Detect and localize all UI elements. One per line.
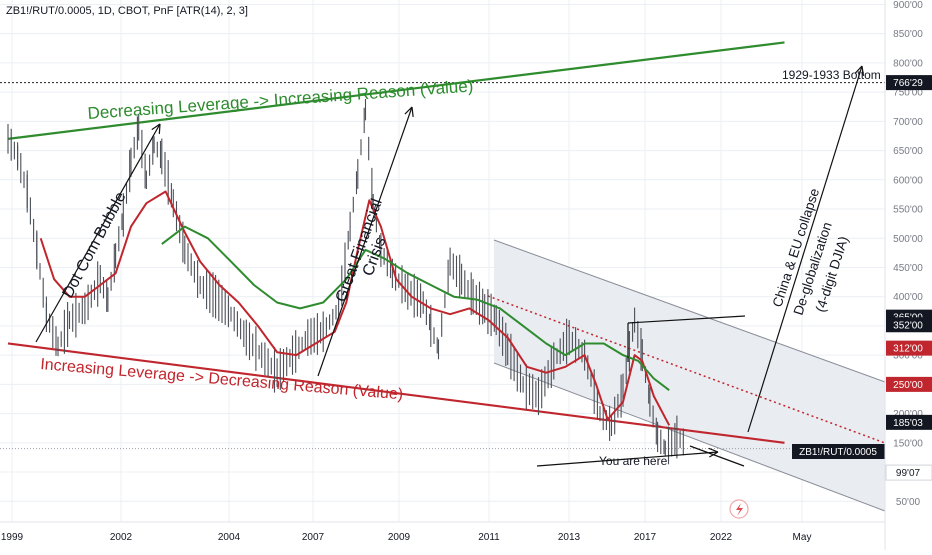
price-label-box (886, 340, 932, 356)
x-tick-label: 2002 (110, 532, 133, 543)
y-tick-label: 200'00 (893, 409, 923, 420)
x-tick-label: 2017 (634, 532, 657, 543)
y-tick-label: 150'00 (893, 438, 923, 449)
y-tick-label: 650'00 (893, 146, 923, 157)
y-tick-label: 600'00 (893, 175, 923, 186)
y-tick-label: 50'00 (896, 497, 921, 508)
y-tick-label: 400'00 (893, 292, 923, 303)
y-tick-label: 900'00 (893, 0, 923, 11)
high-line (627, 315, 746, 324)
price-label-box (886, 414, 932, 430)
price-label-box (886, 317, 932, 333)
gfc-arrow-line (317, 106, 413, 377)
x-tick-label: 2004 (218, 532, 241, 543)
x-tick-label: May (793, 532, 812, 543)
y-tick-label: 300'00 (893, 351, 923, 362)
symbol-tag: ZB1!/RUT/0.0005 (799, 447, 877, 458)
x-tick-label: 2011 (478, 532, 500, 543)
red-trendline (7, 342, 785, 444)
bottom-1929-label: 1929-1933 Bottom (782, 68, 881, 82)
x-tick-label: 2013 (558, 532, 581, 543)
y-tick-label: 750'00 (893, 88, 923, 99)
y-tick-label: 700'00 (893, 117, 923, 128)
dotcom-arrow-line (35, 123, 161, 343)
lightning-icon-glyph (736, 503, 743, 516)
channel-lower-line (493, 362, 886, 512)
x-tick-label: 2022 (710, 532, 733, 543)
x-tick-label: 2009 (388, 532, 411, 543)
x-tick-label: 1999 (1, 532, 24, 543)
y-tick-label: 500'00 (893, 234, 923, 245)
gfc-arrow-head (404, 106, 414, 118)
you-are-here-line2 (689, 445, 745, 467)
y-axis-background (885, 0, 932, 550)
y-tick-label: 450'00 (893, 263, 923, 274)
you-are-here-label: You are here (599, 454, 668, 468)
price-label-box (886, 376, 932, 392)
y-tick-label: 800'00 (893, 58, 923, 69)
you-are-here-line1 (536, 451, 719, 467)
red-dotted-projection (487, 295, 886, 444)
green-moving-average (161, 225, 670, 391)
price-label: 99'07 (896, 468, 921, 479)
y-tick-label: 550'00 (893, 205, 923, 216)
chart-header: ZB1!/RUT/0.0005, 1D, CBOT, PnF [ATR(14),… (6, 5, 248, 17)
price-label: 250'00 (893, 380, 923, 391)
price-label-box (885, 464, 932, 481)
dotcom-arrow-head (151, 123, 161, 135)
price-label: 766'29 (893, 78, 923, 89)
price-label: 352'00 (893, 320, 923, 331)
price-label: 185'03 (893, 418, 923, 429)
channel-upper-line (493, 239, 886, 383)
red-moving-average (39, 190, 671, 426)
china-arrow-line (747, 65, 863, 433)
price-label: 312'00 (893, 344, 923, 355)
price-bars (7, 99, 684, 465)
china-arrow-head (854, 65, 865, 76)
price-label-box (886, 75, 932, 91)
x-tick-label: 2007 (302, 532, 325, 543)
channel-fill (494, 240, 885, 511)
symbol-tag-bg (792, 444, 885, 459)
y-tick-label: 850'00 (893, 29, 923, 40)
